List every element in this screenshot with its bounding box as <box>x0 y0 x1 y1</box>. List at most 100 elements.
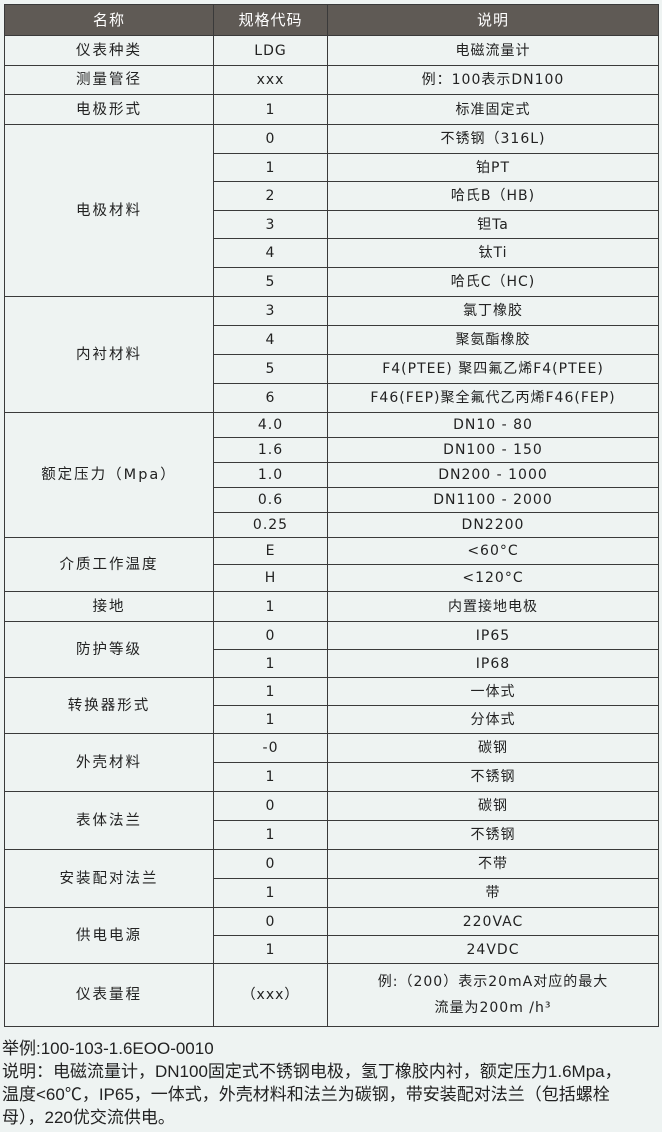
spec-description: 不锈钢 <box>327 762 659 792</box>
table-row: 2 哈氏B（HB) <box>5 181 659 211</box>
spec-code: 1.6 <box>213 437 328 463</box>
spec-description: 铂PT <box>327 153 659 182</box>
spec-code: 1 <box>213 153 328 182</box>
spec-code: LDG <box>213 35 328 66</box>
table-row: 0.25 DN2200 <box>5 512 659 538</box>
item-name: 测量管径 <box>4 65 214 95</box>
spec-description: 例:（200）表示20mA对应的最大 流量为200m /h³ <box>327 963 659 1027</box>
table-row: 1 IP68 <box>5 649 659 678</box>
spec-description: 分体式 <box>327 705 659 734</box>
table-row: 内衬材料 3 氯丁橡胶 <box>4 296 659 413</box>
spec-description: 氯丁橡胶 <box>327 296 659 326</box>
table-row: H <120°C <box>5 564 659 592</box>
spec-code: （xxx） <box>213 963 328 1027</box>
table-row: 仪表种类 LDG 电磁流量计 <box>4 35 659 66</box>
spec-description: 哈氏B（HB) <box>327 181 659 211</box>
header-name: 名称 <box>4 4 214 36</box>
spec-description: 一体式 <box>327 677 659 706</box>
spec-code: 1 <box>213 705 328 734</box>
spec-code: 6 <box>213 383 328 413</box>
spec-description: DN2200 <box>327 512 659 538</box>
note-line: 说明：电磁流量计，DN100固定式不锈钢电极，氢丁橡胶内衬，额定压力1.6Mpa… <box>2 1062 622 1081</box>
item-name: 供电电源 <box>4 907 214 964</box>
item-name: 防护等级 <box>4 621 214 678</box>
spec-description: 例：100表示DN100 <box>327 65 659 95</box>
spec-description: 内置接地电极 <box>327 591 659 622</box>
item-name: 转换器形式 <box>4 677 214 734</box>
spec-description: 220VAC <box>327 907 659 936</box>
table-row: 外壳材料 -0 碳钢 <box>4 733 659 792</box>
table-row: 5 F4(PTEE) 聚四氟乙烯F4(PTEE) <box>5 354 659 384</box>
table-row: 供电电源 0 220VAC <box>4 907 659 964</box>
item-name: 接地 <box>4 591 214 622</box>
spec-description: <120°C <box>327 564 659 592</box>
item-name: 电极材料 <box>4 124 214 297</box>
spec-code: 5 <box>213 267 328 297</box>
table-row: 1.0 DN200 - 1000 <box>5 462 659 488</box>
item-name: 仪表量程 <box>4 963 214 1027</box>
table-row: 0.6 DN1100 - 2000 <box>5 487 659 513</box>
spec-description: 碳钢 <box>327 791 659 821</box>
spec-description: 钽Ta <box>327 210 659 239</box>
spec-description: 哈氏C（HC) <box>327 267 659 297</box>
item-name: 仪表种类 <box>4 35 214 66</box>
spec-description: 标准固定式 <box>327 94 659 125</box>
spec-description: 不锈钢 <box>327 820 659 850</box>
spec-description: DN10 - 80 <box>327 412 659 438</box>
spec-description: 带 <box>327 878 659 908</box>
description-line: 流量为200m /h³ <box>434 1000 552 1016</box>
spec-description: 钛Ti <box>327 238 659 268</box>
item-name: 安装配对法兰 <box>4 849 214 908</box>
spec-code: 2 <box>213 181 328 211</box>
item-name: 内衬材料 <box>4 296 214 413</box>
spec-description: 碳钢 <box>327 733 659 763</box>
item-name: 介质工作温度 <box>4 537 214 592</box>
table-row: 接地 1 内置接地电极 <box>4 591 659 622</box>
spec-description: IP68 <box>327 649 659 678</box>
table-row: 仪表量程 （xxx） 例:（200）表示20mA对应的最大 流量为200m /h³ <box>4 963 659 1027</box>
item-name: 电极形式 <box>4 94 214 125</box>
example-code: 举例:100-103-1.6EOO-0010 <box>2 1039 214 1058</box>
table-row: 6 F46(FEP)聚全氟代乙丙烯F46(FEP) <box>5 383 659 413</box>
spec-code: 1 <box>213 820 328 850</box>
spec-description: IP65 <box>327 621 659 650</box>
spec-code: 0.6 <box>213 487 328 513</box>
table-row: 测量管径 xxx 例：100表示DN100 <box>4 65 659 95</box>
note-line: 温度<60℃，IP65，一体式，外壳材料和法兰为碳钢，带安装配对法兰（包括螺栓 <box>2 1085 610 1104</box>
spec-code: 0 <box>213 849 328 879</box>
spec-description: F46(FEP)聚全氟代乙丙烯F46(FEP) <box>327 383 659 413</box>
table-row: 表体法兰 0 碳钢 <box>4 791 659 850</box>
spec-description: DN200 - 1000 <box>327 462 659 488</box>
spec-code: 5 <box>213 354 328 384</box>
item-name: 外壳材料 <box>4 733 214 792</box>
table-row: 介质工作温度 E <60°C <box>4 537 659 592</box>
item-name: 额定压力（Mpa） <box>4 412 214 538</box>
spec-code: 3 <box>213 210 328 239</box>
spec-code: 1 <box>213 762 328 792</box>
spec-description: 不锈钢（316L) <box>327 124 659 154</box>
table-row: 1.6 DN100 - 150 <box>5 437 659 463</box>
spec-description: F4(PTEE) 聚四氟乙烯F4(PTEE) <box>327 354 659 384</box>
table-row: 1 不锈钢 <box>5 820 659 850</box>
spec-code: 1 <box>213 94 328 125</box>
note-line: 母），220优交流供电。 <box>2 1108 175 1127</box>
table-row: 电极形式 1 标准固定式 <box>4 94 659 125</box>
spec-code: 3 <box>213 296 328 326</box>
table-header-row: 名称 规格代码 说明 <box>4 4 659 36</box>
spec-code: E <box>213 537 328 565</box>
spec-code: 0.25 <box>213 512 328 538</box>
spec-code: 0 <box>213 907 328 936</box>
spec-description: 聚氨酯橡胶 <box>327 325 659 355</box>
spec-code: 4 <box>213 325 328 355</box>
spec-description: 电磁流量计 <box>327 35 659 66</box>
table-row: 4 聚氨酯橡胶 <box>5 325 659 355</box>
spec-code: xxx <box>213 65 328 95</box>
spec-code: 1 <box>213 649 328 678</box>
table-row: 3 钽Ta <box>5 210 659 239</box>
table-row: 防护等级 0 IP65 <box>4 621 659 678</box>
spec-code: 1 <box>213 878 328 908</box>
spec-description: DN1100 - 2000 <box>327 487 659 513</box>
spec-code: H <box>213 564 328 592</box>
table-row: 1 24VDC <box>5 935 659 964</box>
description-line: 例:（200）表示20mA对应的最大 <box>377 974 609 990</box>
